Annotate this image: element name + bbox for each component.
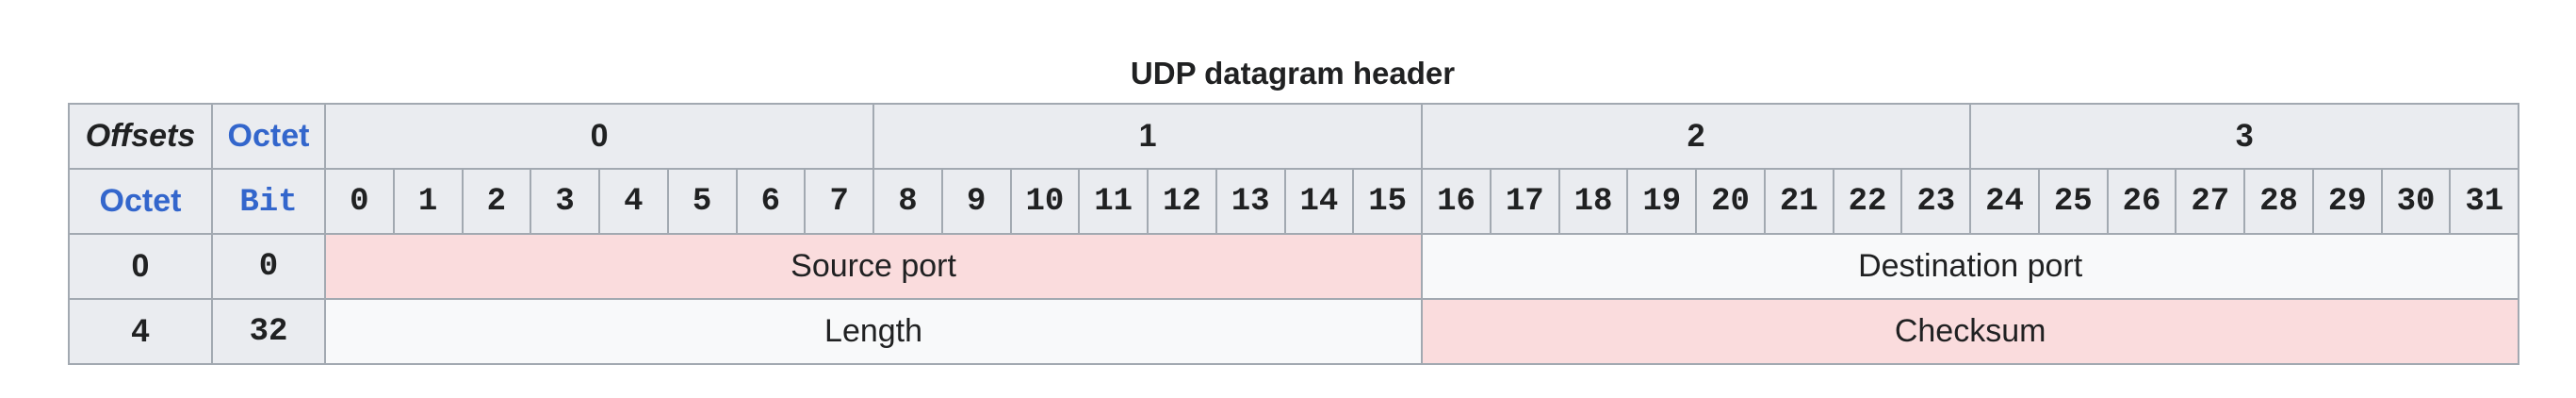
bit-number: 28 bbox=[2243, 168, 2314, 235]
bit-number: 12 bbox=[1147, 168, 1217, 235]
bit-number: 5 bbox=[666, 168, 738, 235]
bit-number: 13 bbox=[1215, 168, 1286, 235]
bit-number: 2 bbox=[461, 168, 532, 235]
checksum-field: Checksum bbox=[1421, 298, 2520, 365]
bit-header-row: Octet Bit 0 1 2 3 4 5 6 7 8 9 10 11 12 1… bbox=[68, 168, 2520, 235]
udp-header-table: Offsets Octet 0 1 2 3 Octet Bit 0 1 2 3 … bbox=[68, 103, 2520, 365]
bit-number: 31 bbox=[2449, 168, 2520, 235]
source-port-field: Source port bbox=[323, 233, 1424, 300]
row-octet-label-cell: Octet bbox=[68, 168, 213, 235]
row-bit-offset: 0 bbox=[211, 233, 326, 300]
bit-number: 26 bbox=[2106, 168, 2177, 235]
bit-number: 27 bbox=[2175, 168, 2246, 235]
bit-number: 8 bbox=[872, 168, 943, 235]
bit-number: 7 bbox=[804, 168, 875, 235]
bit-number: 29 bbox=[2311, 168, 2383, 235]
bit-number: 14 bbox=[1283, 168, 1355, 235]
bit-number: 21 bbox=[1763, 168, 1834, 235]
bit-label-cell: Bit bbox=[211, 168, 326, 235]
bit-number: 0 bbox=[324, 168, 395, 235]
bit-number: 24 bbox=[1969, 168, 2040, 235]
offsets-label: Offsets bbox=[85, 118, 196, 154]
bit-number: 19 bbox=[1626, 168, 1698, 235]
octet-header-row: Offsets Octet 0 1 2 3 bbox=[68, 103, 2520, 170]
bit-number: 30 bbox=[2380, 168, 2452, 235]
octet-header-2: 2 bbox=[1421, 103, 1972, 170]
row-octet-offset: 0 bbox=[68, 233, 213, 300]
bit-number: 9 bbox=[940, 168, 1012, 235]
bit-number: 10 bbox=[1009, 168, 1081, 235]
octet-header-label[interactable]: Octet bbox=[227, 118, 310, 154]
row-octet-offset: 4 bbox=[68, 298, 213, 365]
bit-number: 15 bbox=[1352, 168, 1424, 235]
row-octet-label[interactable]: Octet bbox=[99, 183, 182, 219]
octet-header-1: 1 bbox=[872, 103, 1424, 170]
bit-label[interactable]: Bit bbox=[239, 185, 298, 221]
row-bit-offset: 32 bbox=[211, 298, 326, 365]
bit-number: 1 bbox=[392, 168, 464, 235]
offsets-label-cell: Offsets bbox=[68, 103, 213, 170]
bit-number: 22 bbox=[1832, 168, 1903, 235]
table-row: 0 0 Source port Destination port bbox=[68, 233, 2520, 300]
bit-number: 3 bbox=[530, 168, 600, 235]
bit-number: 20 bbox=[1695, 168, 1766, 235]
bit-number: 17 bbox=[1489, 168, 1560, 235]
bit-number: 4 bbox=[598, 168, 669, 235]
bit-number: 11 bbox=[1078, 168, 1149, 235]
bit-number: 18 bbox=[1557, 168, 1629, 235]
destination-port-field: Destination port bbox=[1421, 233, 2520, 300]
octet-label-cell: Octet bbox=[211, 103, 326, 170]
bit-number: 16 bbox=[1421, 168, 1492, 235]
bit-number: 25 bbox=[2037, 168, 2109, 235]
length-field: Length bbox=[323, 298, 1424, 365]
bit-number: 23 bbox=[1900, 168, 1972, 235]
table-caption: UDP datagram header bbox=[1130, 56, 1456, 91]
bit-number: 6 bbox=[735, 168, 807, 235]
octet-header-0: 0 bbox=[323, 103, 875, 170]
octet-header-3: 3 bbox=[1969, 103, 2520, 170]
table-row: 4 32 Length Checksum bbox=[68, 298, 2520, 365]
